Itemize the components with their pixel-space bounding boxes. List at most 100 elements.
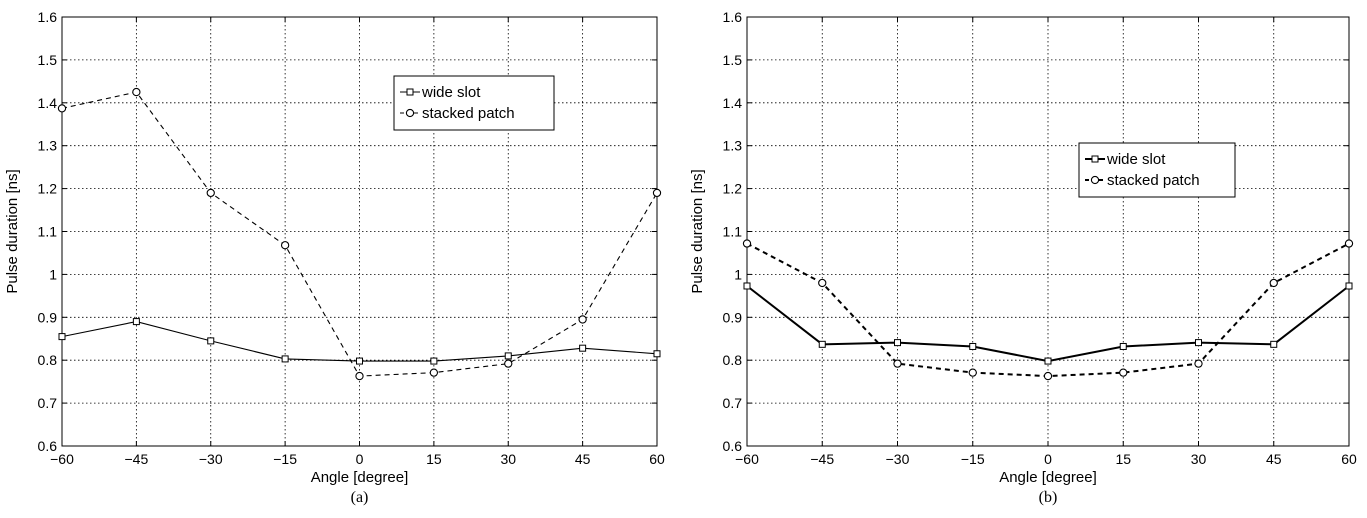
panel-caption: (a) xyxy=(351,489,369,506)
data-point xyxy=(1194,359,1203,368)
legend-box xyxy=(1078,142,1236,198)
data-point xyxy=(742,239,752,248)
x-tick-label: −45 xyxy=(125,451,149,467)
legend-entry: wide slot xyxy=(1085,151,1166,168)
y-tick-label: 1.6 xyxy=(723,9,743,25)
x-tick-label: 30 xyxy=(1191,451,1207,467)
y-tick-label: 1.4 xyxy=(723,95,743,111)
y-tick-label: 0.6 xyxy=(723,438,743,454)
x-tick-label: 60 xyxy=(649,451,665,467)
y-tick-label: 1.1 xyxy=(38,224,58,240)
data-point xyxy=(1119,368,1128,377)
data-point xyxy=(429,368,439,377)
x-tick-label: −45 xyxy=(810,451,834,467)
legend-entry: stacked patch xyxy=(400,105,515,122)
data-point xyxy=(818,340,826,348)
x-tick-label: −30 xyxy=(199,451,223,467)
y-tick-label: 1.4 xyxy=(38,95,58,111)
y-tick-label: 0.9 xyxy=(38,309,58,325)
data-point xyxy=(1195,339,1202,347)
y-tick-label: 1.5 xyxy=(723,52,743,68)
data-point xyxy=(652,188,662,198)
x-tick-label: 45 xyxy=(575,451,591,467)
data-point xyxy=(430,357,438,365)
y-axis-label: Pulse duration [ns] xyxy=(689,169,706,293)
data-point xyxy=(894,339,901,347)
legend-marker xyxy=(1090,175,1100,185)
legend-label: stacked patch xyxy=(1107,172,1200,189)
data-point xyxy=(1043,371,1053,381)
data-point xyxy=(653,350,661,358)
legend-marker xyxy=(1091,155,1099,163)
data-point xyxy=(132,87,141,97)
x-tick-label: 15 xyxy=(1115,451,1131,467)
y-tick-label: 1.1 xyxy=(723,224,743,240)
data-point xyxy=(58,333,66,341)
data-point xyxy=(356,357,363,365)
panel-caption: (b) xyxy=(1039,489,1058,506)
y-tick-label: 1.2 xyxy=(38,181,58,197)
x-axis-label: Angle [degree] xyxy=(999,469,1097,486)
y-tick-label: 0.8 xyxy=(723,352,743,368)
legend-entry: wide slot xyxy=(400,84,481,101)
chart-panel-a: −60 −45 −30 −15 0 15 30 45 60 0.6 0.7 0.8 0.9 1 1.1 1.2… xyxy=(4,9,665,506)
data-point xyxy=(281,355,289,363)
data-point xyxy=(969,342,977,350)
legend-entry: stacked patch xyxy=(1085,172,1200,189)
data-point xyxy=(1344,239,1354,248)
data-point xyxy=(1119,342,1127,350)
data-point xyxy=(743,282,751,290)
x-tick-label: 45 xyxy=(1266,451,1282,467)
legend-marker xyxy=(406,88,414,96)
data-point xyxy=(132,318,140,326)
x-axis-label: Angle [degree] xyxy=(311,469,409,486)
series-stacked-patch xyxy=(57,87,662,381)
legend-marker xyxy=(405,108,415,118)
y-tick-label: 0.8 xyxy=(38,352,58,368)
data-point xyxy=(1044,357,1052,365)
x-tick-label: 0 xyxy=(1044,451,1052,467)
data-point xyxy=(893,359,902,368)
data-point xyxy=(504,359,513,368)
legend: wide slot stacked patch xyxy=(393,75,555,131)
series-wide-slot xyxy=(58,318,661,365)
data-point xyxy=(579,344,587,352)
y-tick-label: 1 xyxy=(734,266,742,282)
y-tick-label: 1.5 xyxy=(38,52,58,68)
series-wide-slot xyxy=(743,282,1353,365)
y-tick-label: 1.6 xyxy=(38,9,58,25)
data-point xyxy=(1270,340,1278,348)
data-point xyxy=(280,241,290,250)
data-point xyxy=(818,278,827,288)
series-stacked-patch xyxy=(742,239,1354,381)
data-point xyxy=(504,352,512,360)
x-tick-label: 30 xyxy=(500,451,516,467)
data-point xyxy=(1345,282,1353,290)
x-tick-label: −15 xyxy=(961,451,985,467)
legend-label: stacked patch xyxy=(422,105,515,122)
y-tick-label: 1.2 xyxy=(723,181,743,197)
data-point xyxy=(57,104,67,113)
y-tick-label: 1.3 xyxy=(38,138,58,154)
data-point xyxy=(207,337,215,345)
legend: wide slot stacked patch xyxy=(1078,142,1236,198)
x-tick-label: 60 xyxy=(1341,451,1357,467)
legend-label: wide slot xyxy=(421,84,481,101)
data-point xyxy=(206,188,215,198)
data-point xyxy=(968,368,977,377)
x-tick-label: −60 xyxy=(50,451,74,467)
data-point xyxy=(355,371,364,381)
x-tick-label: 0 xyxy=(356,451,364,467)
y-tick-label: 0.7 xyxy=(723,395,743,411)
data-point xyxy=(1269,278,1278,288)
x-tick-label: −60 xyxy=(735,451,759,467)
y-tick-label: 1.3 xyxy=(723,138,743,154)
x-tick-label: −30 xyxy=(886,451,910,467)
x-tick-label: 15 xyxy=(426,451,442,467)
y-tick-label: 0.9 xyxy=(723,309,743,325)
y-tick-label: 0.6 xyxy=(38,438,58,454)
y-tick-label: 0.7 xyxy=(38,395,58,411)
legend-box xyxy=(393,75,555,131)
legend-label: wide slot xyxy=(1106,151,1166,168)
